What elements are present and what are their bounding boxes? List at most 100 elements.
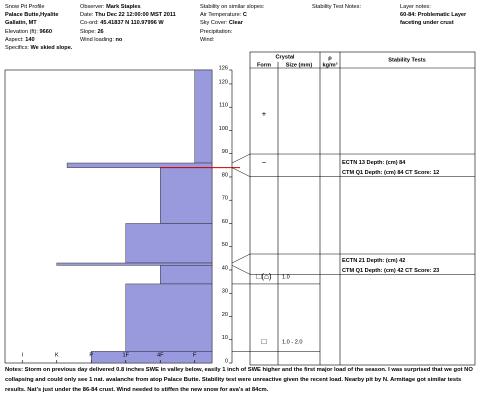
field-value: 26	[97, 28, 104, 35]
hardness-layer	[125, 223, 213, 264]
y-tick-label: 126	[219, 65, 228, 71]
field-label: Stability Test Notes:	[312, 4, 362, 10]
x-tick-label: 1F	[122, 352, 129, 358]
rho-header: ρ	[328, 55, 332, 61]
field-label: Snow Pit Profile	[5, 4, 45, 10]
x-tick-label: K	[55, 352, 59, 358]
header-field: Precipitation:	[200, 28, 305, 36]
hardness-layer	[56, 262, 213, 266]
hardness-layer	[194, 69, 213, 164]
crystal-form: □	[262, 337, 267, 346]
field-label: Aspect:	[5, 36, 24, 43]
header-column: Observer: Mark Staples Date: Thu Dec 22 1…	[80, 3, 195, 44]
header-field: Layer notes:	[400, 3, 475, 11]
y-tick-label: 50	[222, 242, 228, 248]
header-field: Specifics: We skied slope.	[5, 44, 77, 52]
y-tick-label: 20	[222, 312, 228, 318]
field-value: We skied slope.	[30, 45, 73, 52]
size-header: Size (mm)	[286, 62, 313, 68]
field-value: C	[242, 12, 247, 19]
field-label: Observer:	[80, 4, 105, 10]
y-tick-label: 100	[219, 126, 228, 132]
crystal-size: 1.0 - 2.0	[282, 340, 303, 346]
layer-connector	[231, 153, 251, 164]
y-tick-label: 10	[222, 335, 228, 341]
header-field: Elevation (ft): 9660	[5, 28, 77, 36]
field-value: Thu Dec 22 12:00:00 MST 2011	[94, 12, 176, 19]
notes: Notes: Storm on previous day delivered 0…	[5, 365, 475, 395]
header-field: Observer: Mark Staples	[80, 3, 195, 11]
header-field: Stability Test Notes:	[312, 3, 397, 11]
crystal-form: −	[262, 158, 267, 167]
header-field: Slope: 26	[80, 28, 195, 36]
x-tick-label: P	[89, 352, 93, 358]
field-value: 60-84: Problematic Layer faceting under …	[400, 12, 467, 27]
field-value: 9660	[39, 28, 52, 35]
field-value: no	[115, 36, 123, 43]
header-field: Stability on similar slopes:	[200, 3, 305, 11]
stability-test: ECTN 13 Depth: (cm) 84	[342, 160, 406, 166]
field-value: Gallatin, MT	[5, 20, 37, 27]
header-column: Stability Test Notes:	[312, 3, 397, 11]
header-field: Date: Thu Dec 22 12:00:00 MST 2011	[80, 11, 195, 19]
layer-connector	[231, 265, 251, 275]
tests-header: Stability Tests	[388, 57, 426, 63]
header-field: 60-84: Problematic Layer faceting under …	[400, 11, 475, 27]
y-tick-label: 90	[222, 149, 228, 155]
header-field: Air Temperature: C	[200, 11, 305, 19]
field-label: Slope:	[80, 28, 96, 35]
header-field: Sky Cover: Clear	[200, 19, 305, 27]
profile: Crystal Form Size (mm) ρ kg/m³ Stability…	[4, 51, 476, 366]
header: Snow Pit Profile Palace Butte,Hyalite Gall…	[0, 0, 480, 52]
header-column: Snow Pit Profile Palace Butte,Hyalite Gall…	[5, 3, 77, 52]
form-header: Form	[257, 62, 271, 68]
header-field: Palace Butte,Hyalite	[5, 11, 77, 19]
crystal-form: +	[262, 109, 267, 118]
crystal-header: Crystal	[276, 54, 295, 60]
field-value: Clear	[228, 20, 243, 27]
header-field: Co-ord: 45.41837 N 110.97996 W	[80, 19, 195, 27]
header-field: Gallatin, MT	[5, 19, 77, 27]
header-field: Wind loading: no	[80, 36, 195, 44]
field-label: Precipitation:	[200, 28, 233, 35]
notes-label: Notes:	[5, 367, 24, 373]
field-label: Specifics:	[5, 45, 29, 52]
field-label: Wind:	[200, 36, 215, 43]
hardness-layer	[160, 265, 213, 285]
header-field: Aspect: 140	[5, 36, 77, 44]
x-tick-label: 4F	[157, 352, 164, 358]
x-tick-label: I	[21, 352, 23, 358]
field-label: Co-ord:	[80, 20, 99, 27]
y-tick-label: 0	[225, 358, 228, 364]
field-label: Wind loading:	[80, 36, 114, 43]
crystal-form: □(⌂)	[257, 272, 272, 281]
header-column: Stability on similar slopes: Air Temperat…	[200, 3, 305, 44]
stability-test: CTM Q1 Depth: (cm) 84 CT Score: 12	[342, 170, 439, 176]
stability-test: ECTN 21 Depth: (cm) 42	[342, 258, 405, 264]
crystal-size: 1.0	[282, 274, 290, 280]
field-value: 45.41837 N 110.97996 W	[100, 20, 164, 27]
table-frame	[249, 51, 476, 366]
hardness-layer	[160, 167, 213, 224]
y-tick-label: 40	[222, 265, 228, 271]
notes-text: Storm on previous day delivered 0.8 inch…	[5, 367, 473, 393]
field-label: Air Temperature:	[200, 12, 242, 19]
field-label: Elevation (ft):	[5, 28, 38, 35]
rho-unit: kg/m³	[323, 61, 338, 68]
header-field: Wind:	[200, 36, 305, 44]
hardness-layer	[125, 283, 213, 352]
header-field: Snow Pit Profile	[5, 3, 77, 11]
y-tick-label: 70	[222, 196, 228, 202]
layer-connector	[231, 167, 251, 177]
field-value: 140	[25, 36, 35, 43]
field-label: Stability on similar slopes:	[200, 4, 265, 10]
x-tick-label: F	[193, 352, 197, 358]
hardness-layer	[66, 162, 213, 168]
layer-connector	[231, 253, 251, 264]
y-tick-label: 120	[219, 79, 228, 85]
field-value: Palace Butte,Hyalite	[5, 12, 59, 19]
header-column: Layer notes: 60-84: Problematic Layer fac…	[400, 3, 475, 28]
y-tick-label: 80	[222, 172, 228, 178]
hardness-layer	[91, 351, 213, 364]
